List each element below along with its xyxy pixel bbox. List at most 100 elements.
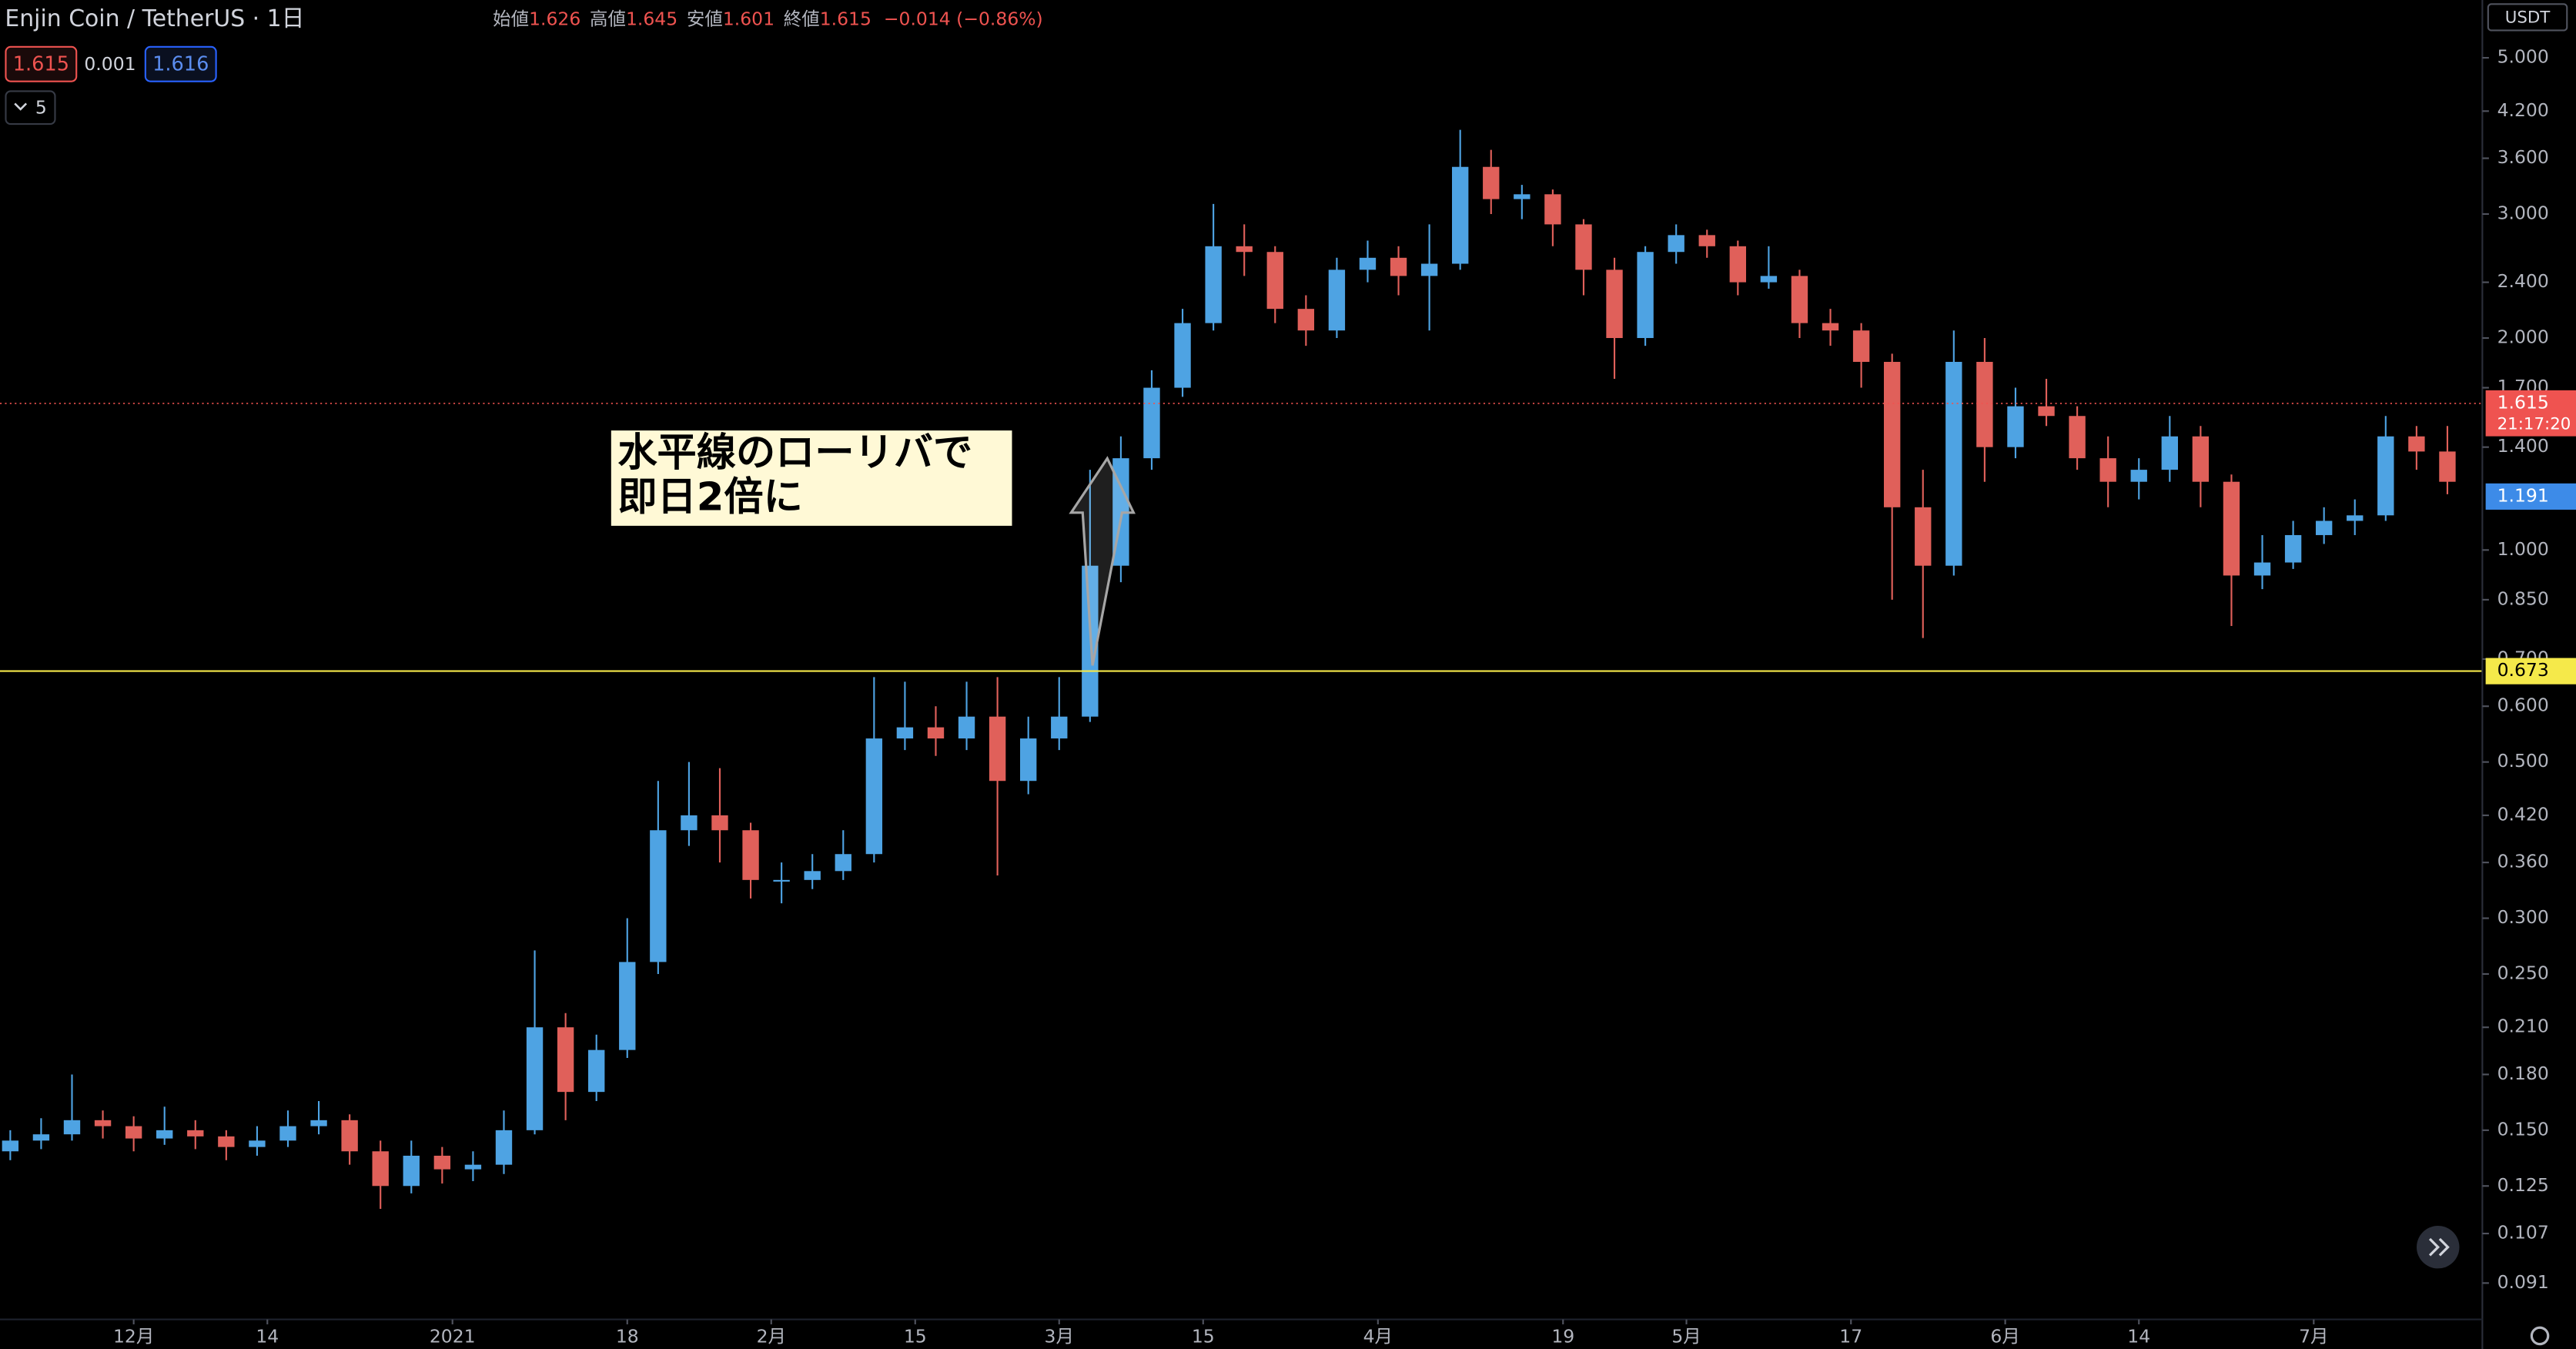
candle-body [989, 716, 1006, 782]
candle-body [1051, 716, 1068, 739]
y-tick-label: 2.400 [2497, 270, 2549, 292]
candle-body [2347, 515, 2364, 521]
candle-body [1174, 323, 1191, 388]
indicators-toggle[interactable] [5, 90, 56, 126]
price-label: 1.191 [2497, 484, 2549, 506]
candle-body [249, 1140, 266, 1147]
y-tick-label: 0.210 [2497, 1016, 2549, 1037]
candle-body [1883, 361, 1901, 507]
price-label: 0.673 [2497, 659, 2549, 681]
candle-body [2192, 436, 2210, 482]
candle-body [927, 727, 945, 739]
candle-body [1544, 194, 1561, 225]
price-axis: 5.0004.2003.6003.0002.4002.0001.7001.400… [113, 46, 2549, 1347]
x-tick-label: 6月 [1990, 1326, 2019, 1347]
ohlc-value: 1.615 [820, 8, 871, 29]
ohlc-label: 高値 [590, 8, 626, 29]
candle-body [2253, 562, 2271, 576]
candle-body [2038, 406, 2055, 417]
y-tick-label: 0.250 [2497, 962, 2549, 983]
annotation-box[interactable] [611, 430, 1012, 526]
sell-button[interactable] [5, 45, 78, 82]
candle-body [681, 815, 698, 831]
y-tick-label: 1.400 [2497, 435, 2549, 457]
currency: USDT [2505, 8, 2551, 27]
y-tick-label: 4.200 [2497, 99, 2549, 121]
candle-body [2, 1140, 19, 1152]
ohlc-label: 始値 [493, 8, 529, 29]
candle-body [1575, 224, 1592, 270]
annotation-line: 即日2倍に [617, 474, 802, 521]
spread: 0.001 [84, 53, 135, 75]
ohlc-value: 1.645 [626, 8, 677, 29]
y-tick-label: 0.500 [2497, 750, 2549, 772]
x-tick-label: 7月 [2299, 1326, 2328, 1347]
chevron-icon [14, 102, 28, 111]
price-markers: 1.615 21:17:20 1.191 0.673 [2485, 390, 2576, 685]
candle-body [1514, 194, 1531, 199]
y-tick-label: 0.850 [2497, 587, 2549, 609]
candle-body [372, 1151, 389, 1187]
indicators-count: 5 [35, 96, 47, 118]
candle-body [1297, 309, 1315, 331]
settings-button[interactable] [2530, 1326, 2550, 1346]
y-tick-label: 0.180 [2497, 1063, 2549, 1084]
x-tick-label: 12月 [113, 1326, 154, 1347]
x-tick-label: 14 [2127, 1326, 2150, 1347]
candle-body [1205, 246, 1222, 323]
y-tick-label: 0.107 [2497, 1222, 2549, 1244]
currency-box[interactable] [2487, 3, 2568, 32]
candle-body [711, 815, 728, 831]
annotation-line: 水平線のローリバで [617, 430, 972, 476]
y-tick-label: 2.000 [2497, 326, 2549, 348]
y-tick-label: 0.300 [2497, 906, 2549, 928]
x-tick-label: 3月 [1045, 1326, 1074, 1347]
candle-body [1606, 269, 1623, 339]
ohlc-legend: 始値1.626 高値1.645 安値1.601 終値1.615 −0.014 (… [493, 8, 1043, 29]
buy-button[interactable] [144, 45, 217, 82]
candle-body [1945, 361, 1962, 566]
arrow-annotation [1069, 456, 1136, 666]
symbol-title[interactable]: Enjin Coin / TetherUS · 1日 [5, 5, 304, 32]
candle-body [1020, 738, 1037, 782]
candle-body [32, 1134, 50, 1141]
candle-body [2223, 481, 2240, 576]
x-tick-label: 14 [256, 1326, 279, 1347]
y-tick-label: 5.000 [2497, 46, 2549, 68]
y-tick-label: 1.000 [2497, 538, 2549, 560]
scroll-icon [2428, 1237, 2450, 1257]
candle-body [156, 1130, 173, 1139]
y-tick-label: 0.420 [2497, 803, 2549, 825]
candle-body [2315, 521, 2333, 535]
price-label-box [2485, 483, 2576, 510]
candle-body [588, 1049, 605, 1093]
ohlc-change: −0.014 (−0.86%) [884, 8, 1043, 29]
candle-body [958, 716, 975, 739]
candle-body [495, 1130, 513, 1165]
price-label-time: 21:17:20 [2497, 415, 2571, 434]
candle-body [1328, 269, 1346, 331]
candle-body [1143, 387, 1160, 459]
y-tick-label: 0.360 [2497, 851, 2549, 872]
candle-body [1915, 507, 1932, 566]
candle-body [218, 1136, 235, 1147]
candle-body [2069, 416, 2086, 459]
candle-body [1668, 235, 1684, 253]
ohlc-value: 1.626 [529, 8, 580, 29]
x-tick-label: 18 [616, 1326, 639, 1347]
candle-body [1420, 263, 1438, 276]
candle-body [2161, 436, 2179, 470]
candle-body [1266, 252, 1283, 310]
ohlc-label: 終値 [784, 8, 820, 29]
candle-body [310, 1120, 327, 1126]
candle-body [2284, 534, 2302, 563]
candle-body [773, 879, 790, 882]
y-tick-label: 3.600 [2497, 146, 2549, 168]
y-tick-label: 0.150 [2497, 1118, 2549, 1140]
x-tick-label: 4月 [1363, 1326, 1393, 1347]
y-tick-label: 0.091 [2497, 1271, 2549, 1293]
y-tick-label: 0.600 [2497, 695, 2549, 716]
candle-body [2130, 470, 2147, 482]
